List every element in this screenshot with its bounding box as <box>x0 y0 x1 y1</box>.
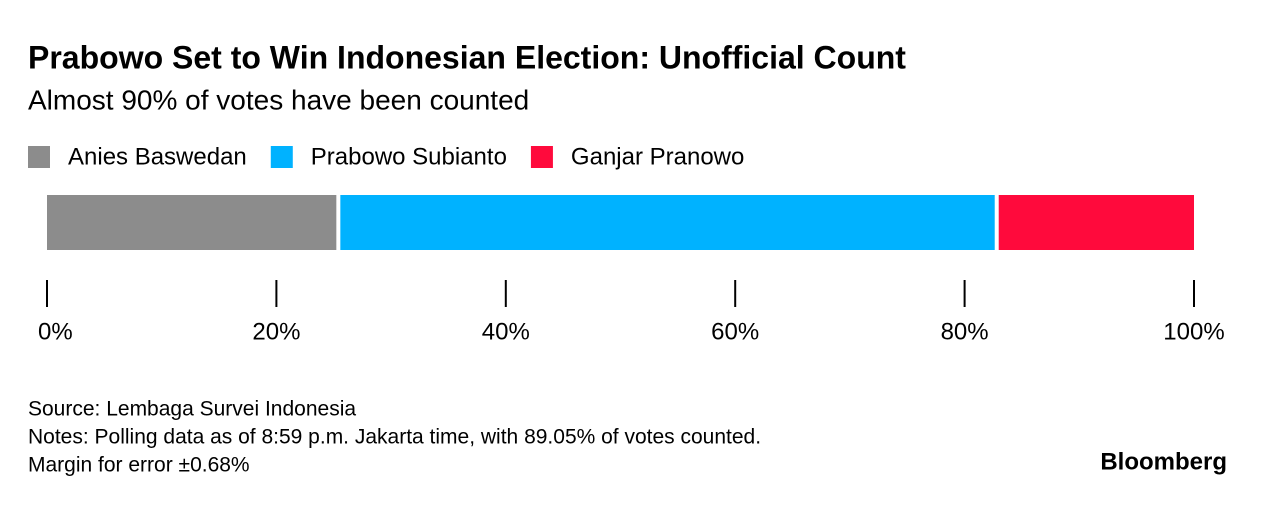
legend-swatch <box>270 146 293 168</box>
notes: Margin for error ±0.68% <box>28 454 250 477</box>
x-tick-label: 60% <box>711 318 759 345</box>
legend-label: Anies Baswedan <box>68 143 247 170</box>
legend-label: Ganjar Pranowo <box>571 143 744 170</box>
x-tick-label: 40% <box>482 318 530 345</box>
x-tick-label: 100% <box>1163 318 1224 345</box>
x-tick-label: 20% <box>252 318 300 345</box>
brand-logo: Bloomberg <box>1100 448 1227 475</box>
x-tick-label: 0% <box>38 318 73 345</box>
chart-subtitle: Almost 90% of votes have been counted <box>28 84 529 115</box>
x-tick-label: 80% <box>941 318 989 345</box>
bar-segment <box>998 195 1194 250</box>
legend-swatch <box>28 146 50 168</box>
bar-segment <box>340 195 995 250</box>
notes: Notes: Polling data as of 8:59 p.m. Jaka… <box>28 426 761 449</box>
chart-title: Prabowo Set to Win Indonesian Election: … <box>28 39 906 75</box>
legend-swatch <box>530 146 553 168</box>
bar-segment <box>47 195 337 250</box>
source: Source: Lembaga Survei Indonesia <box>28 398 356 421</box>
legend-label: Prabowo Subianto <box>311 143 507 170</box>
